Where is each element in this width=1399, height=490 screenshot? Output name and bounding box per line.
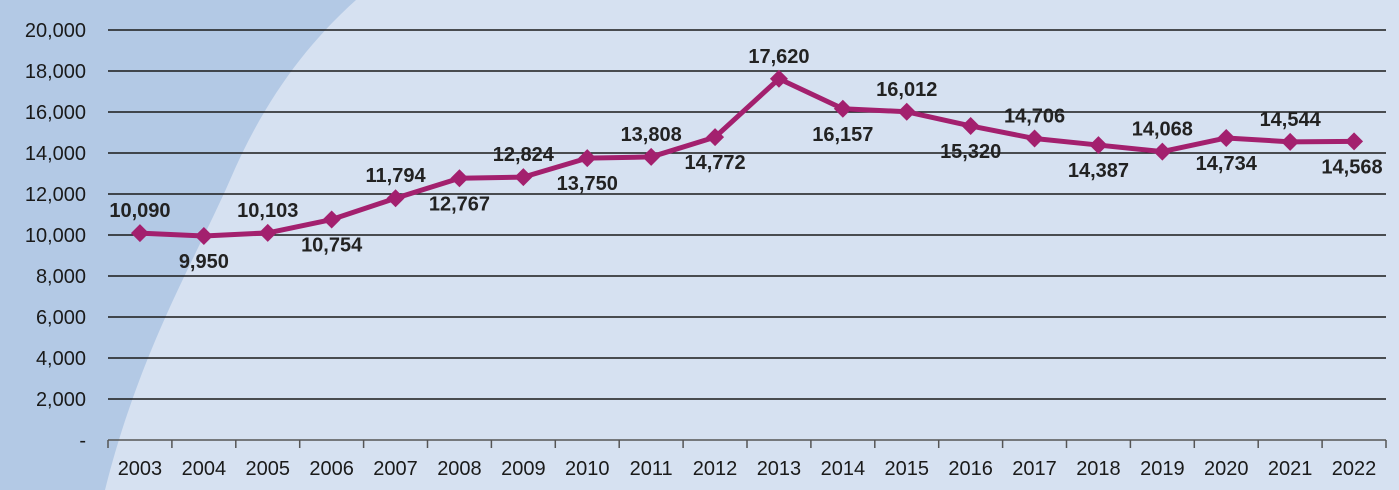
data-label: 14,068: [1132, 119, 1193, 141]
data-label: 12,767: [429, 193, 490, 215]
y-tick-label: 10,000: [25, 225, 86, 247]
data-point-marker: [450, 169, 469, 188]
y-tick-label: 6,000: [36, 307, 86, 329]
x-tick-label: 2021: [1268, 458, 1313, 480]
data-point-marker: [1089, 136, 1108, 155]
data-point-marker: [514, 168, 533, 187]
data-point-marker: [194, 227, 213, 246]
y-tick-label: 12,000: [25, 184, 86, 206]
y-tick-label: 8,000: [36, 266, 86, 288]
data-point-marker: [258, 223, 277, 242]
data-label: 13,750: [557, 173, 618, 195]
data-point-marker: [897, 102, 916, 121]
data-point-marker: [1217, 128, 1236, 147]
y-tick-label: 18,000: [25, 61, 86, 83]
data-label: 17,620: [748, 46, 809, 68]
x-tick-label: 2008: [437, 458, 482, 480]
data-label: 10,754: [301, 235, 363, 257]
x-tick-label: 2018: [1076, 458, 1121, 480]
x-tick-label: 2014: [821, 458, 866, 480]
background-corner-shape: [0, 0, 356, 490]
axes: [107, 439, 1387, 448]
data-label: 16,157: [812, 124, 873, 146]
data-point-marker: [642, 147, 661, 166]
data-point-marker: [961, 116, 980, 135]
y-axis-ticks: - 2,000 4,000 6,000 8,000 10,000 12,000 14,000 1…: [25, 20, 86, 452]
data-point-marker: [1345, 132, 1364, 151]
data-label: 14,734: [1196, 153, 1258, 175]
x-tick-label: 2022: [1332, 458, 1377, 480]
data-point-marker: [833, 99, 852, 118]
data-label: 11,794: [366, 165, 427, 187]
y-tick-label: 14,000: [25, 143, 86, 165]
data-point-marker: [706, 128, 725, 147]
x-tick-label: 2015: [885, 458, 930, 480]
x-tick-label: 2005: [246, 458, 291, 480]
data-point-marker: [769, 69, 788, 88]
data-point-marker: [322, 210, 341, 229]
x-tick-label: 2019: [1140, 458, 1185, 480]
y-tick-label: 4,000: [36, 348, 86, 370]
y-tick-label: 2,000: [36, 389, 86, 411]
gridlines: [108, 29, 1386, 400]
x-tick-label: 2003: [118, 458, 163, 480]
data-point-marker: [578, 149, 597, 168]
data-label: 14,568: [1321, 156, 1382, 178]
x-axis-ticks: 2003 2004 2005 2006 2007 2008 2009 2010 2011 2012…: [118, 458, 1377, 480]
data-label: 14,706: [1004, 106, 1065, 128]
data-label: 14,772: [684, 152, 745, 174]
x-tick-label: 2009: [501, 458, 546, 480]
data-label: 16,012: [876, 79, 937, 101]
data-point-marker: [386, 189, 405, 208]
series-line: [139, 76, 1355, 239]
x-tick-label: 2007: [373, 458, 418, 480]
x-tick-label: 2010: [565, 458, 610, 480]
data-markers: [130, 69, 1364, 246]
data-point-marker: [1025, 129, 1044, 148]
x-tick-label: 2011: [630, 458, 673, 480]
x-tick-label: 2020: [1204, 458, 1249, 480]
y-tick-label: -: [79, 430, 86, 452]
data-point-marker: [1153, 142, 1172, 161]
data-label: 14,544: [1260, 109, 1322, 131]
data-label: 14,387: [1068, 160, 1129, 182]
data-point-marker: [130, 224, 149, 243]
data-point-marker: [1281, 132, 1300, 151]
data-label: 13,808: [621, 124, 682, 146]
x-tick-label: 2012: [693, 458, 738, 480]
x-tick-label: 2013: [757, 458, 802, 480]
x-tick-label: 2004: [182, 458, 227, 480]
x-tick-label: 2016: [948, 458, 993, 480]
data-label: 15,320: [940, 141, 1001, 163]
data-label: 10,103: [237, 200, 298, 222]
data-label: 10,090: [109, 200, 170, 222]
data-label: 9,950: [179, 251, 229, 273]
data-label: 12,824: [493, 144, 555, 166]
y-tick-label: 16,000: [25, 102, 86, 124]
x-tick-label: 2006: [309, 458, 354, 480]
x-tick-label: 2017: [1012, 458, 1057, 480]
y-tick-label: 20,000: [25, 20, 86, 42]
